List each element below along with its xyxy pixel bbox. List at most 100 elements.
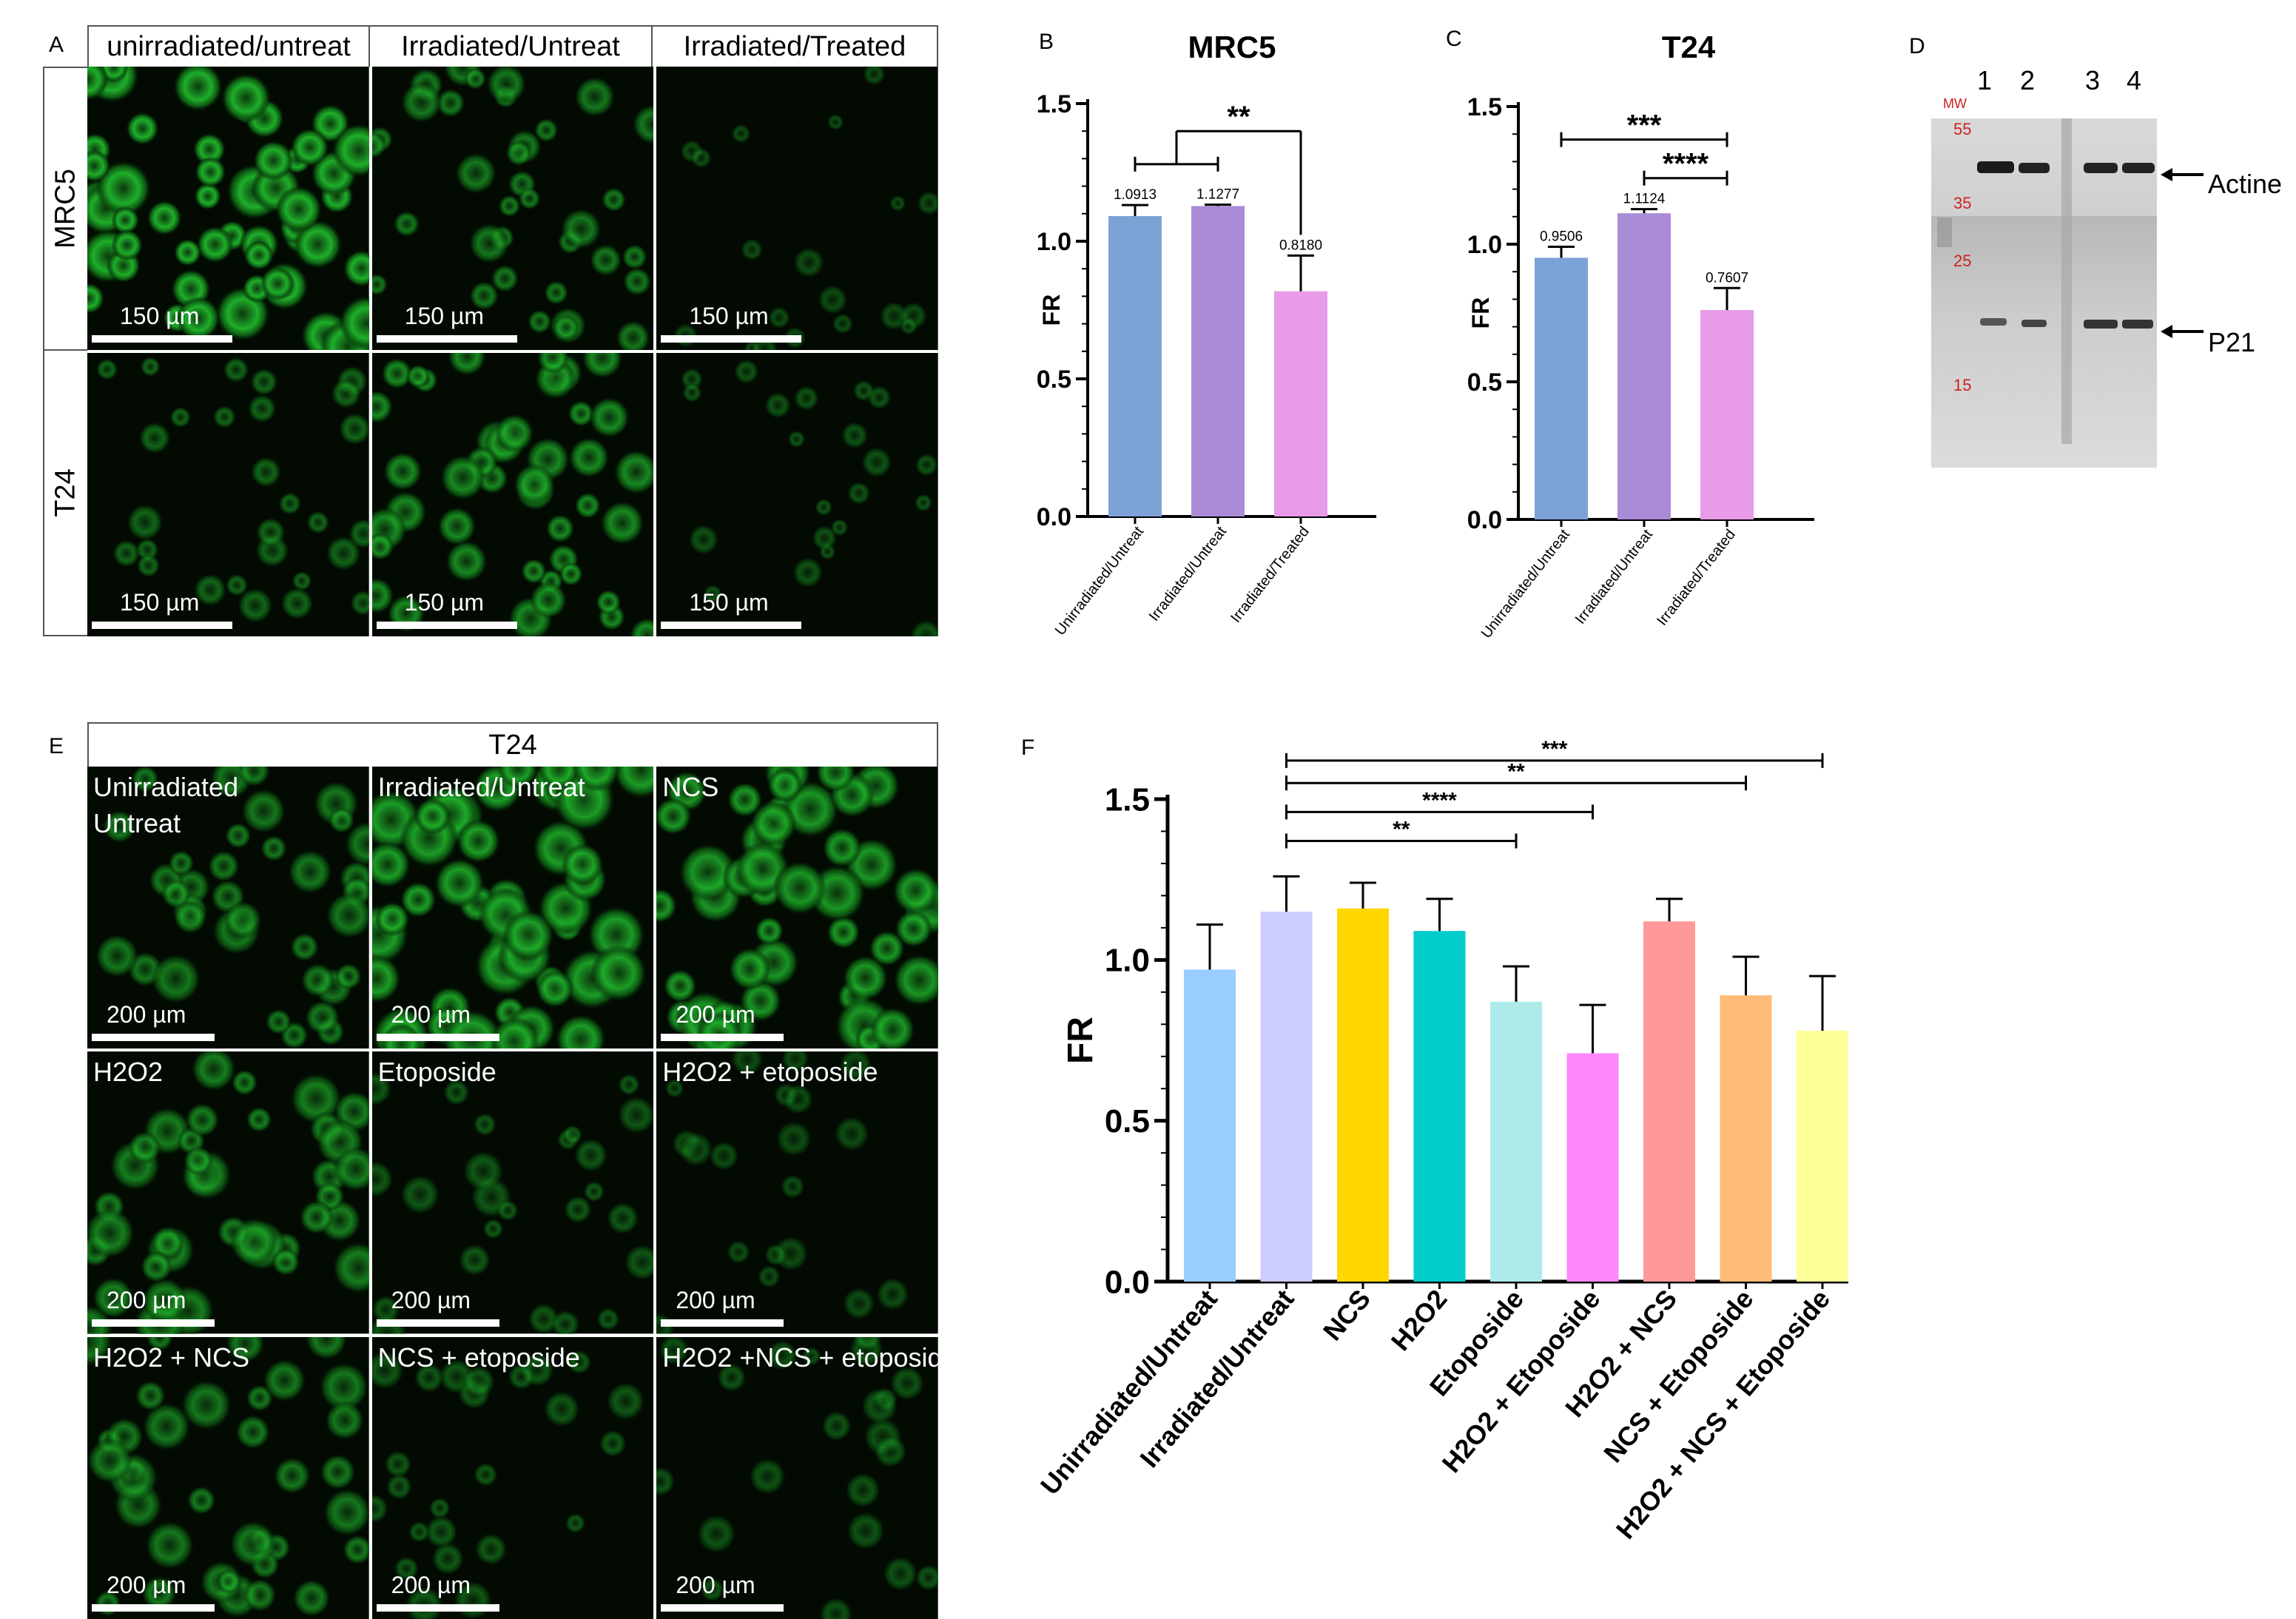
bar-2	[1274, 291, 1327, 516]
panel-e-scale-bar-2	[661, 1034, 784, 1042]
panel-e-scale-label-7: 200 µm	[391, 1571, 471, 1598]
western-blot-image	[1931, 118, 2157, 468]
category-label-1: Irradiated/Untreat	[1146, 523, 1230, 625]
panel-e-scale-bar-5	[661, 1319, 784, 1327]
panel-e-cell-label-1: Irradiated/Untreat	[377, 772, 585, 802]
chart-b-mrc5: 0.0 0.5 1.0 1.5 FR MRC5 1.0913 Unirradiated/Unt…	[1037, 30, 1376, 639]
category-label-0: Unirradiated/Untreat	[1478, 526, 1573, 642]
y-axis-label: FR	[1467, 297, 1494, 329]
value-label-0: 0.9506	[1540, 229, 1583, 244]
p21-band-lane-3	[2084, 320, 2118, 329]
value-label-2: 0.8180	[1279, 238, 1322, 253]
panel-a-image-grid: 150 µm 150 µm 150 µm 150 µm 150 µm 150 µm	[87, 67, 938, 636]
panel-a-scale-bar-2	[661, 335, 802, 343]
actine-band-lane-1	[1977, 161, 2014, 173]
panel-a-cell-3: 150 µm	[87, 353, 369, 636]
bar-1	[1617, 213, 1671, 519]
panel-e-cell-label-7: NCS + etoposide	[377, 1342, 580, 1373]
value-label-1: 1.1277	[1196, 187, 1239, 203]
bar-1	[1191, 206, 1245, 516]
bar-4	[1490, 1001, 1542, 1282]
row-header-t24: T24	[43, 349, 89, 636]
category-label-1: Irradiated/Untreat	[1572, 526, 1656, 627]
panel-e-scale-label-5: 200 µm	[676, 1286, 755, 1313]
panel-a-scale-label-4: 150 µm	[404, 589, 485, 616]
chart-f-t24-treatments: 0.00.51.01.5FRUnirradiated/UntreatIrradi…	[1034, 737, 1848, 1545]
panel-a-scale-label-3: 150 µm	[120, 589, 200, 616]
value-label-1: 1.1124	[1623, 192, 1666, 207]
panel-e-scale-label-6: 200 µm	[107, 1571, 186, 1598]
panel-a-scale-label-2: 150 µm	[689, 303, 769, 329]
panel-e-cell-label-0: Unirradiated Untreat	[93, 772, 239, 838]
y-tick-label: 1.5	[1105, 781, 1150, 818]
band-label-actine: Actine	[2208, 169, 2283, 199]
lane-label-2: 2	[2020, 65, 2036, 95]
row-header-mrc5: MRC5	[43, 67, 89, 351]
category-label-2: NCS	[1317, 1284, 1376, 1347]
sig-label-2: ****	[1422, 788, 1457, 812]
y-tick-label: 1.5	[1467, 93, 1502, 121]
panel-a-cell-1: 150 µm	[371, 67, 654, 350]
panel-e-header: T24	[87, 722, 938, 768]
blot-bottom-strip	[1931, 216, 2157, 468]
panel-a-scale-bar-0	[92, 335, 232, 343]
actine-band-lane-2	[2019, 163, 2050, 173]
chart-c-t24: 0.0 0.5 1.0 1.5 FR T24 0.9506 Unirradiated/Untr…	[1467, 30, 1814, 642]
sig-label-0: **	[1227, 101, 1250, 133]
panel-e-cell-label-6: H2O2 + NCS	[93, 1342, 250, 1373]
bar-6	[1643, 921, 1695, 1282]
bar-0	[1535, 258, 1588, 519]
panel-label-d: D	[1909, 34, 1925, 58]
bar-3	[1413, 931, 1466, 1282]
y-tick-label: 1.0	[1037, 228, 1071, 256]
panel-e-scale-label-1: 200 µm	[391, 1001, 471, 1029]
panel-a-cell-2: 150 µm	[656, 67, 938, 350]
mw-label: MW	[1943, 96, 1967, 111]
category-label-0: Unirradiated/Untreat	[1052, 523, 1147, 639]
panel-e-cell-label-5: H2O2 + etoposide	[662, 1057, 878, 1088]
lane-label-4: 4	[2127, 65, 2142, 95]
panel-e-cell-label-8: H2O2 +NCS + etoposide	[662, 1342, 938, 1373]
actine-arrow-icon	[2161, 168, 2204, 181]
mw-marker-55: 55	[1953, 120, 1972, 138]
actine-band-lane-3	[2084, 163, 2118, 173]
col-header-irradiated-untreat: Irradiated/Untreat	[368, 25, 653, 68]
sig-label-3: **	[1393, 818, 1410, 842]
panel-e-cell-5: H2O2 + etoposide 200 µm	[656, 1051, 938, 1334]
panel-e-cell-label-4: Etoposide	[377, 1057, 496, 1088]
panel-label-b: B	[1039, 30, 1054, 54]
panel-label-f: F	[1021, 736, 1035, 760]
y-tick-label: 0.5	[1037, 366, 1071, 394]
panel-e-cell-label-2: NCS	[662, 772, 719, 802]
p21-band-lane-2	[2021, 320, 2047, 327]
panel-a-cell-4: 150 µm	[371, 353, 654, 636]
chart-title: MRC5	[1188, 30, 1276, 64]
panel-a-scale-bar-1	[376, 335, 517, 343]
panel-label-c: C	[1446, 27, 1462, 51]
bar-2	[1700, 310, 1754, 519]
panel-e-scale-bar-1	[376, 1034, 499, 1042]
panel-e-scale-label-0: 200 µm	[107, 1001, 186, 1029]
panel-e-scale-label-2: 200 µm	[676, 1001, 755, 1029]
category-label-3: H2O2	[1385, 1284, 1453, 1356]
panel-e-scale-bar-8	[661, 1603, 784, 1612]
panel-e-scale-bar-0	[92, 1034, 215, 1042]
panel-e-cell-2: NCS 200 µm	[656, 767, 938, 1049]
y-tick-label: 0.5	[1467, 368, 1502, 397]
panel-a-scale-bar-4	[376, 622, 517, 629]
y-axis-label: FR	[1038, 294, 1065, 326]
panel-a-cell-5: 150 µm	[656, 353, 938, 636]
panel-e-image-grid: Unirradiated Untreat 200 µm Irradiated/Unt…	[87, 767, 938, 1619]
y-tick-label: 0.5	[1105, 1103, 1150, 1140]
y-tick-label: 1.0	[1105, 943, 1150, 979]
col-header-unirradiated: unirradiated/untreat	[87, 25, 370, 68]
panel-a-scale-bar-3	[92, 622, 232, 629]
lane-label-1: 1	[1977, 65, 1993, 95]
panel-e-cell-4: Etoposide 200 µm	[371, 1051, 654, 1334]
panel-e-scale-bar-7	[376, 1603, 499, 1612]
bar-0	[1184, 969, 1236, 1282]
blot-smudge	[1937, 218, 1952, 247]
panel-label-a: A	[49, 33, 64, 57]
panel-e-cell-1: Irradiated/Untreat 200 µm	[371, 767, 654, 1049]
bar-0	[1108, 216, 1162, 516]
